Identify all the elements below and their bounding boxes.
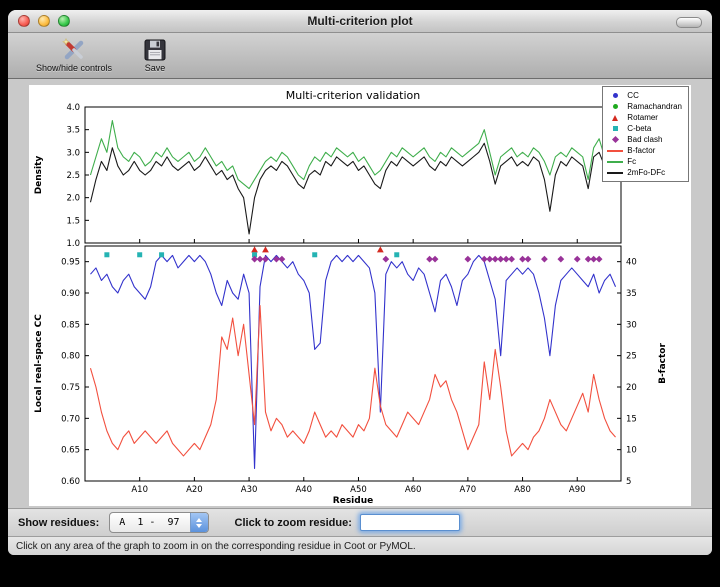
controls-bar: Show residues: A 1 - 97 Click to zoom re… [8,508,712,536]
legend-label: Rotamer [627,113,658,122]
plot-canvas[interactable]: Multi-criterion validation 1.0 1.5 2.0 2.5 3.… [29,85,691,506]
legend-line-icon [607,149,624,152]
plot-area: Multi-criterion validation 1.0 1.5 2.0 2.5 3.… [8,79,712,508]
svg-text:A30: A30 [241,485,258,495]
legend-label: Fc [627,157,637,166]
legend-item-bad-clash: Bad clash [607,134,682,145]
legend-diamond-icon [607,135,623,144]
legend-label: 2mFo-DFc [627,168,666,177]
svg-text:0.95: 0.95 [61,258,80,268]
legend-label: CC [627,91,639,100]
svg-text:0.60: 0.60 [61,477,80,487]
legend-label: C-beta [627,124,652,133]
legend-item-b-factor: B-factor [607,145,682,156]
stepper-arrows-icon [189,513,208,532]
svg-text:40: 40 [626,258,637,268]
crossed-tools-icon [61,37,87,63]
svg-text:A20: A20 [186,485,203,495]
plot-legend: CC Ramachandran Rotamer C-beta Bad clash B-fa… [602,86,689,182]
save-floppy-icon [142,37,168,63]
legend-circle-icon [607,104,623,109]
legend-item-rotamer: Rotamer [607,112,682,123]
svg-text:0.70: 0.70 [61,414,80,424]
zoom-residue-label: Click to zoom residue: [234,516,352,529]
minimize-button[interactable] [38,15,50,27]
legend-label: Bad clash [627,135,663,144]
legend-triangle-icon [607,114,623,121]
svg-text:10: 10 [626,446,637,456]
svg-text:1.5: 1.5 [66,216,80,226]
toolbar-toggle-button[interactable] [676,17,702,28]
svg-text:0.80: 0.80 [61,352,80,362]
svg-text:15: 15 [626,414,637,424]
svg-text:0.90: 0.90 [61,289,80,299]
legend-line-icon [607,171,624,174]
show-hide-controls-button[interactable]: Show/hide controls [36,33,112,73]
legend-line-icon [607,160,624,163]
save-label: Save [144,63,166,73]
legend-item-ramachandran: Ramachandran [607,101,682,112]
svg-text:35: 35 [626,289,637,299]
legend-item-fc: Fc [607,156,682,167]
zoom-residue-input[interactable] [359,514,460,531]
svg-text:20: 20 [626,383,637,393]
traffic-lights [18,15,70,27]
toolbar: Show/hide controls Save [8,33,712,79]
show-residues-label: Show residues: [18,516,100,529]
svg-text:2.0: 2.0 [66,194,80,204]
svg-text:3.5: 3.5 [66,126,80,136]
svg-text:B-factor: B-factor [658,343,668,384]
validation-plot[interactable]: Multi-criterion validation 1.0 1.5 2.0 2.5 3.… [29,85,691,506]
multi-criterion-plot-window: Multi-criterion plot Show/hide controls [8,10,712,555]
svg-text:0.65: 0.65 [61,446,80,456]
svg-text:Multi-criterion validation: Multi-criterion validation [286,89,421,102]
svg-text:30: 30 [626,320,637,330]
svg-text:Local real-space CC: Local real-space CC [34,314,44,413]
status-bar: Click on any area of the graph to zoom i… [8,536,712,555]
svg-text:A80: A80 [514,485,531,495]
svg-text:25: 25 [626,352,637,362]
svg-text:A10: A10 [131,485,148,495]
svg-text:Density: Density [34,156,44,195]
svg-text:3.0: 3.0 [66,148,80,158]
legend-circle-icon [607,93,623,98]
save-button[interactable]: Save [142,33,168,73]
legend-label: B-factor [627,146,656,155]
svg-text:A70: A70 [460,485,477,495]
residue-range-select[interactable]: A 1 - 97 [109,512,209,533]
legend-square-icon [607,126,623,131]
show-hide-controls-label: Show/hide controls [36,63,113,73]
svg-text:Residue: Residue [333,496,373,506]
legend-item-cc: CC [607,90,682,101]
legend-item-c-beta: C-beta [607,123,682,134]
svg-text:5: 5 [626,477,631,487]
svg-text:A50: A50 [350,485,367,495]
svg-text:A90: A90 [569,485,586,495]
close-button[interactable] [18,15,30,27]
legend-label: Ramachandran [627,102,682,111]
svg-text:A40: A40 [295,485,312,495]
svg-text:A60: A60 [405,485,422,495]
legend-item-2mfo-dfc: 2mFo-DFc [607,167,682,178]
svg-text:0.85: 0.85 [61,320,80,330]
svg-text:0.75: 0.75 [61,383,80,393]
svg-text:1.0: 1.0 [66,239,80,249]
svg-text:2.5: 2.5 [66,171,80,181]
residue-range-value: A 1 - 97 [119,517,180,528]
svg-text:4.0: 4.0 [66,103,80,113]
status-text: Click on any area of the graph to zoom i… [16,541,416,552]
window-title: Multi-criterion plot [307,14,413,28]
titlebar[interactable]: Multi-criterion plot [8,10,712,33]
maximize-button[interactable] [58,15,70,27]
